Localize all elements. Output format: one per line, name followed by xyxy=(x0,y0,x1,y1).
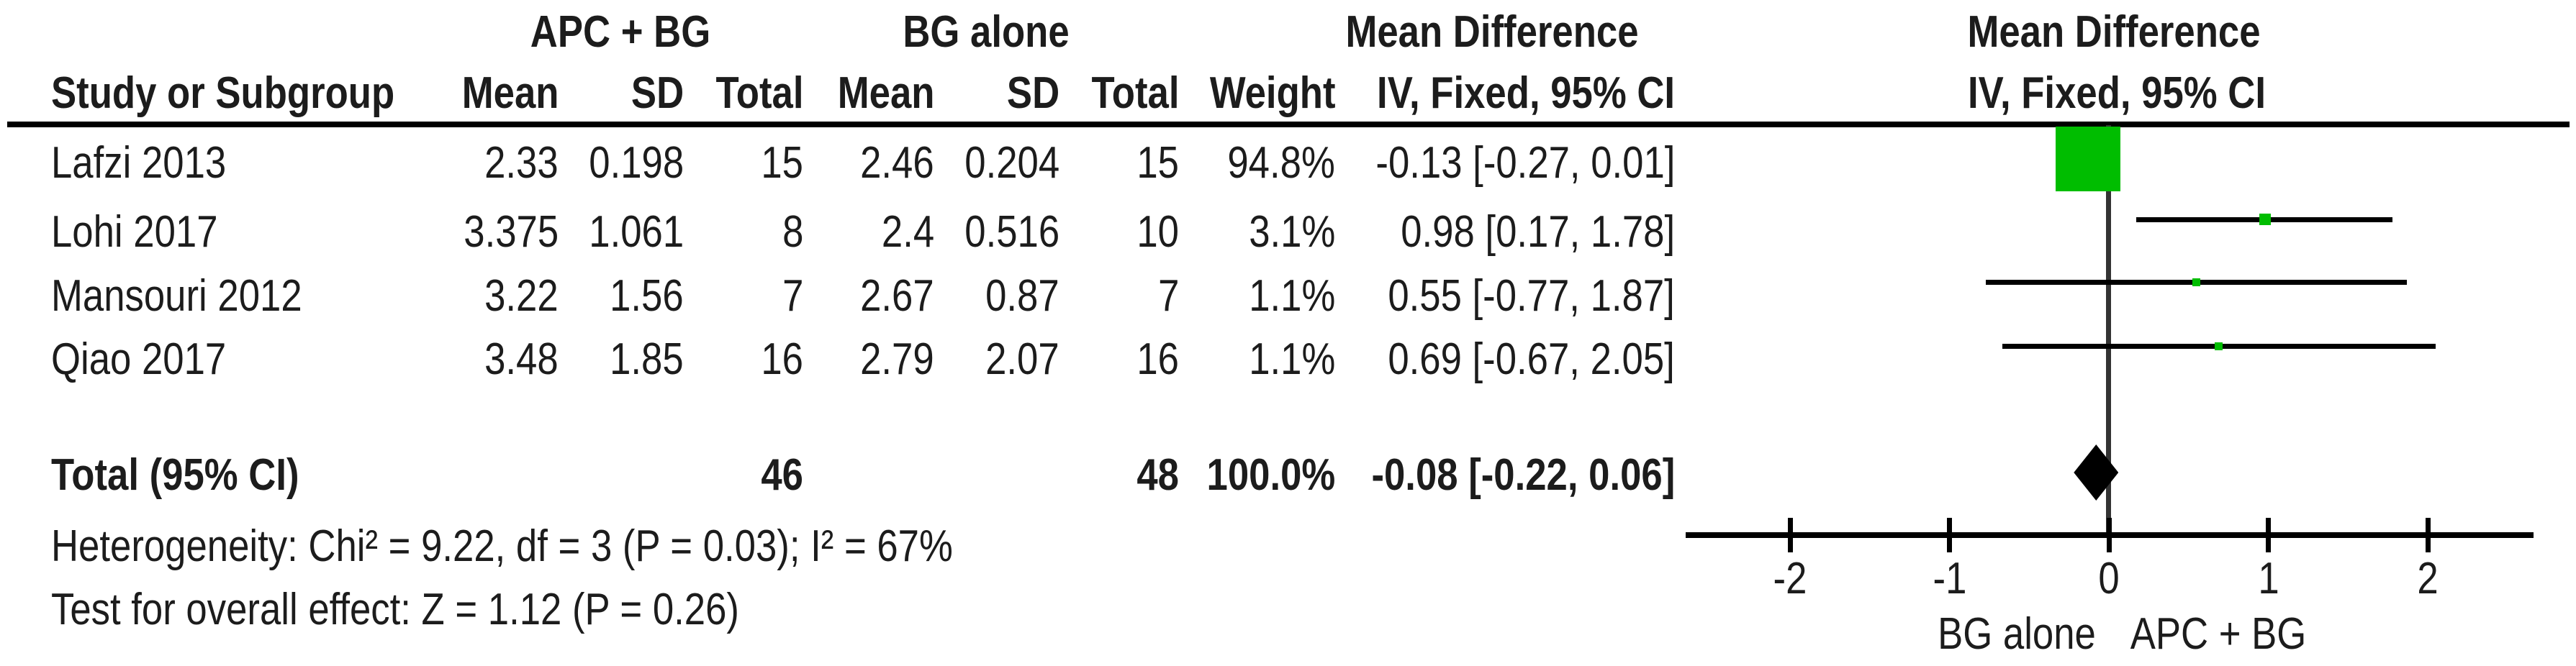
group2-mean: 2.46 xyxy=(860,138,934,188)
group2-mean: 2.79 xyxy=(860,334,934,384)
study-ci-text: -0.13 [-0.27, 0.01] xyxy=(1375,138,1675,188)
group2-sd: 0.204 xyxy=(964,138,1059,188)
effect-header-table: Mean Difference xyxy=(1345,7,1639,57)
group2-mean: 2.4 xyxy=(881,207,934,257)
group1-mean: 3.22 xyxy=(484,271,559,321)
group1-sd: 0.198 xyxy=(589,138,684,188)
axis-label-left: BG alone xyxy=(1938,609,2096,659)
total-label: Total (95% CI) xyxy=(51,450,299,500)
group2-total: 16 xyxy=(1136,334,1179,384)
effect-square xyxy=(2259,213,2272,226)
study-weight: 3.1% xyxy=(1248,207,1335,257)
group2-sd: 0.87 xyxy=(985,271,1059,321)
axis-tick-label: -1 xyxy=(1933,554,1966,603)
group1-total: 16 xyxy=(761,334,803,384)
effect-header-plot: Mean Difference xyxy=(1967,7,2261,57)
group2-total: 7 xyxy=(1157,271,1179,321)
axis-tick xyxy=(2266,518,2271,552)
axis-tick xyxy=(1947,518,1952,552)
axis-tick-label: 0 xyxy=(2098,554,2120,603)
effect-square xyxy=(2215,342,2223,350)
group1-mean: 2.33 xyxy=(484,138,559,188)
study-ci-text: 0.55 [-0.77, 1.87] xyxy=(1388,271,1675,321)
group1-total: 7 xyxy=(782,271,803,321)
group1-sd: 1.061 xyxy=(589,207,684,257)
group1-mean-header: Mean xyxy=(461,68,559,118)
group1-sd: 1.85 xyxy=(610,334,684,384)
group1-mean: 3.48 xyxy=(484,334,559,384)
group1-total: 8 xyxy=(782,207,803,257)
study-ci-text: 0.69 [-0.67, 2.05] xyxy=(1388,334,1675,384)
zero-reference-line xyxy=(2106,125,2111,535)
study-weight: 1.1% xyxy=(1248,334,1335,384)
axis-tick-label: -2 xyxy=(1773,554,1807,603)
method-column-header: IV, Fixed, 95% CI xyxy=(1377,68,1675,118)
study-weight: 94.8% xyxy=(1227,138,1335,188)
group2-total: 10 xyxy=(1136,207,1179,257)
total-weight: 100.0% xyxy=(1206,450,1335,500)
method-header-plot: IV, Fixed, 95% CI xyxy=(1967,68,2266,118)
group2-sd: 0.516 xyxy=(964,207,1059,257)
group1-total: 15 xyxy=(761,138,803,188)
group1-total-header: Total xyxy=(715,68,803,118)
total-group1-n: 46 xyxy=(761,450,803,500)
study-weight: 1.1% xyxy=(1248,271,1335,321)
group1-header: APC + BG xyxy=(530,7,711,57)
heterogeneity-note: Heterogeneity: Chi² = 9.22, df = 3 (P = … xyxy=(51,521,953,571)
group2-total: 15 xyxy=(1136,138,1179,188)
effect-square xyxy=(2056,127,2120,191)
group2-sd-header: SD xyxy=(1006,68,1059,118)
group2-mean-header: Mean xyxy=(837,68,934,118)
axis-tick xyxy=(2106,518,2112,552)
axis-tick-label: 1 xyxy=(2257,554,2279,603)
weight-column-header: Weight xyxy=(1209,68,1335,118)
group2-total-header: Total xyxy=(1091,68,1179,118)
total-ci-text: -0.08 [-0.22, 0.06] xyxy=(1371,450,1675,500)
study-name: Lafzi 2013 xyxy=(51,138,227,188)
effect-square xyxy=(2192,278,2201,286)
study-name: Qiao 2017 xyxy=(51,334,227,384)
axis-label-right: APC + BG xyxy=(2130,609,2307,659)
group1-sd: 1.56 xyxy=(610,271,684,321)
group1-mean: 3.375 xyxy=(464,207,559,257)
study-column-header: Study or Subgroup xyxy=(51,68,395,118)
group1-sd-header: SD xyxy=(631,68,684,118)
axis-tick xyxy=(2425,518,2431,552)
study-name: Mansouri 2012 xyxy=(51,271,302,321)
overall-effect-note: Test for overall effect: Z = 1.12 (P = 0… xyxy=(51,585,739,634)
group2-mean: 2.67 xyxy=(860,271,934,321)
total-group2-n: 48 xyxy=(1136,450,1179,500)
axis-tick xyxy=(1787,518,1793,552)
axis-tick-label: 2 xyxy=(2417,554,2439,603)
header-separator-line xyxy=(7,122,2570,127)
study-name: Lohi 2017 xyxy=(51,207,218,257)
group2-sd: 2.07 xyxy=(985,334,1059,384)
group2-header: BG alone xyxy=(903,7,1070,57)
study-ci-text: 0.98 [0.17, 1.78] xyxy=(1401,207,1675,257)
pooled-diamond xyxy=(2074,444,2119,501)
